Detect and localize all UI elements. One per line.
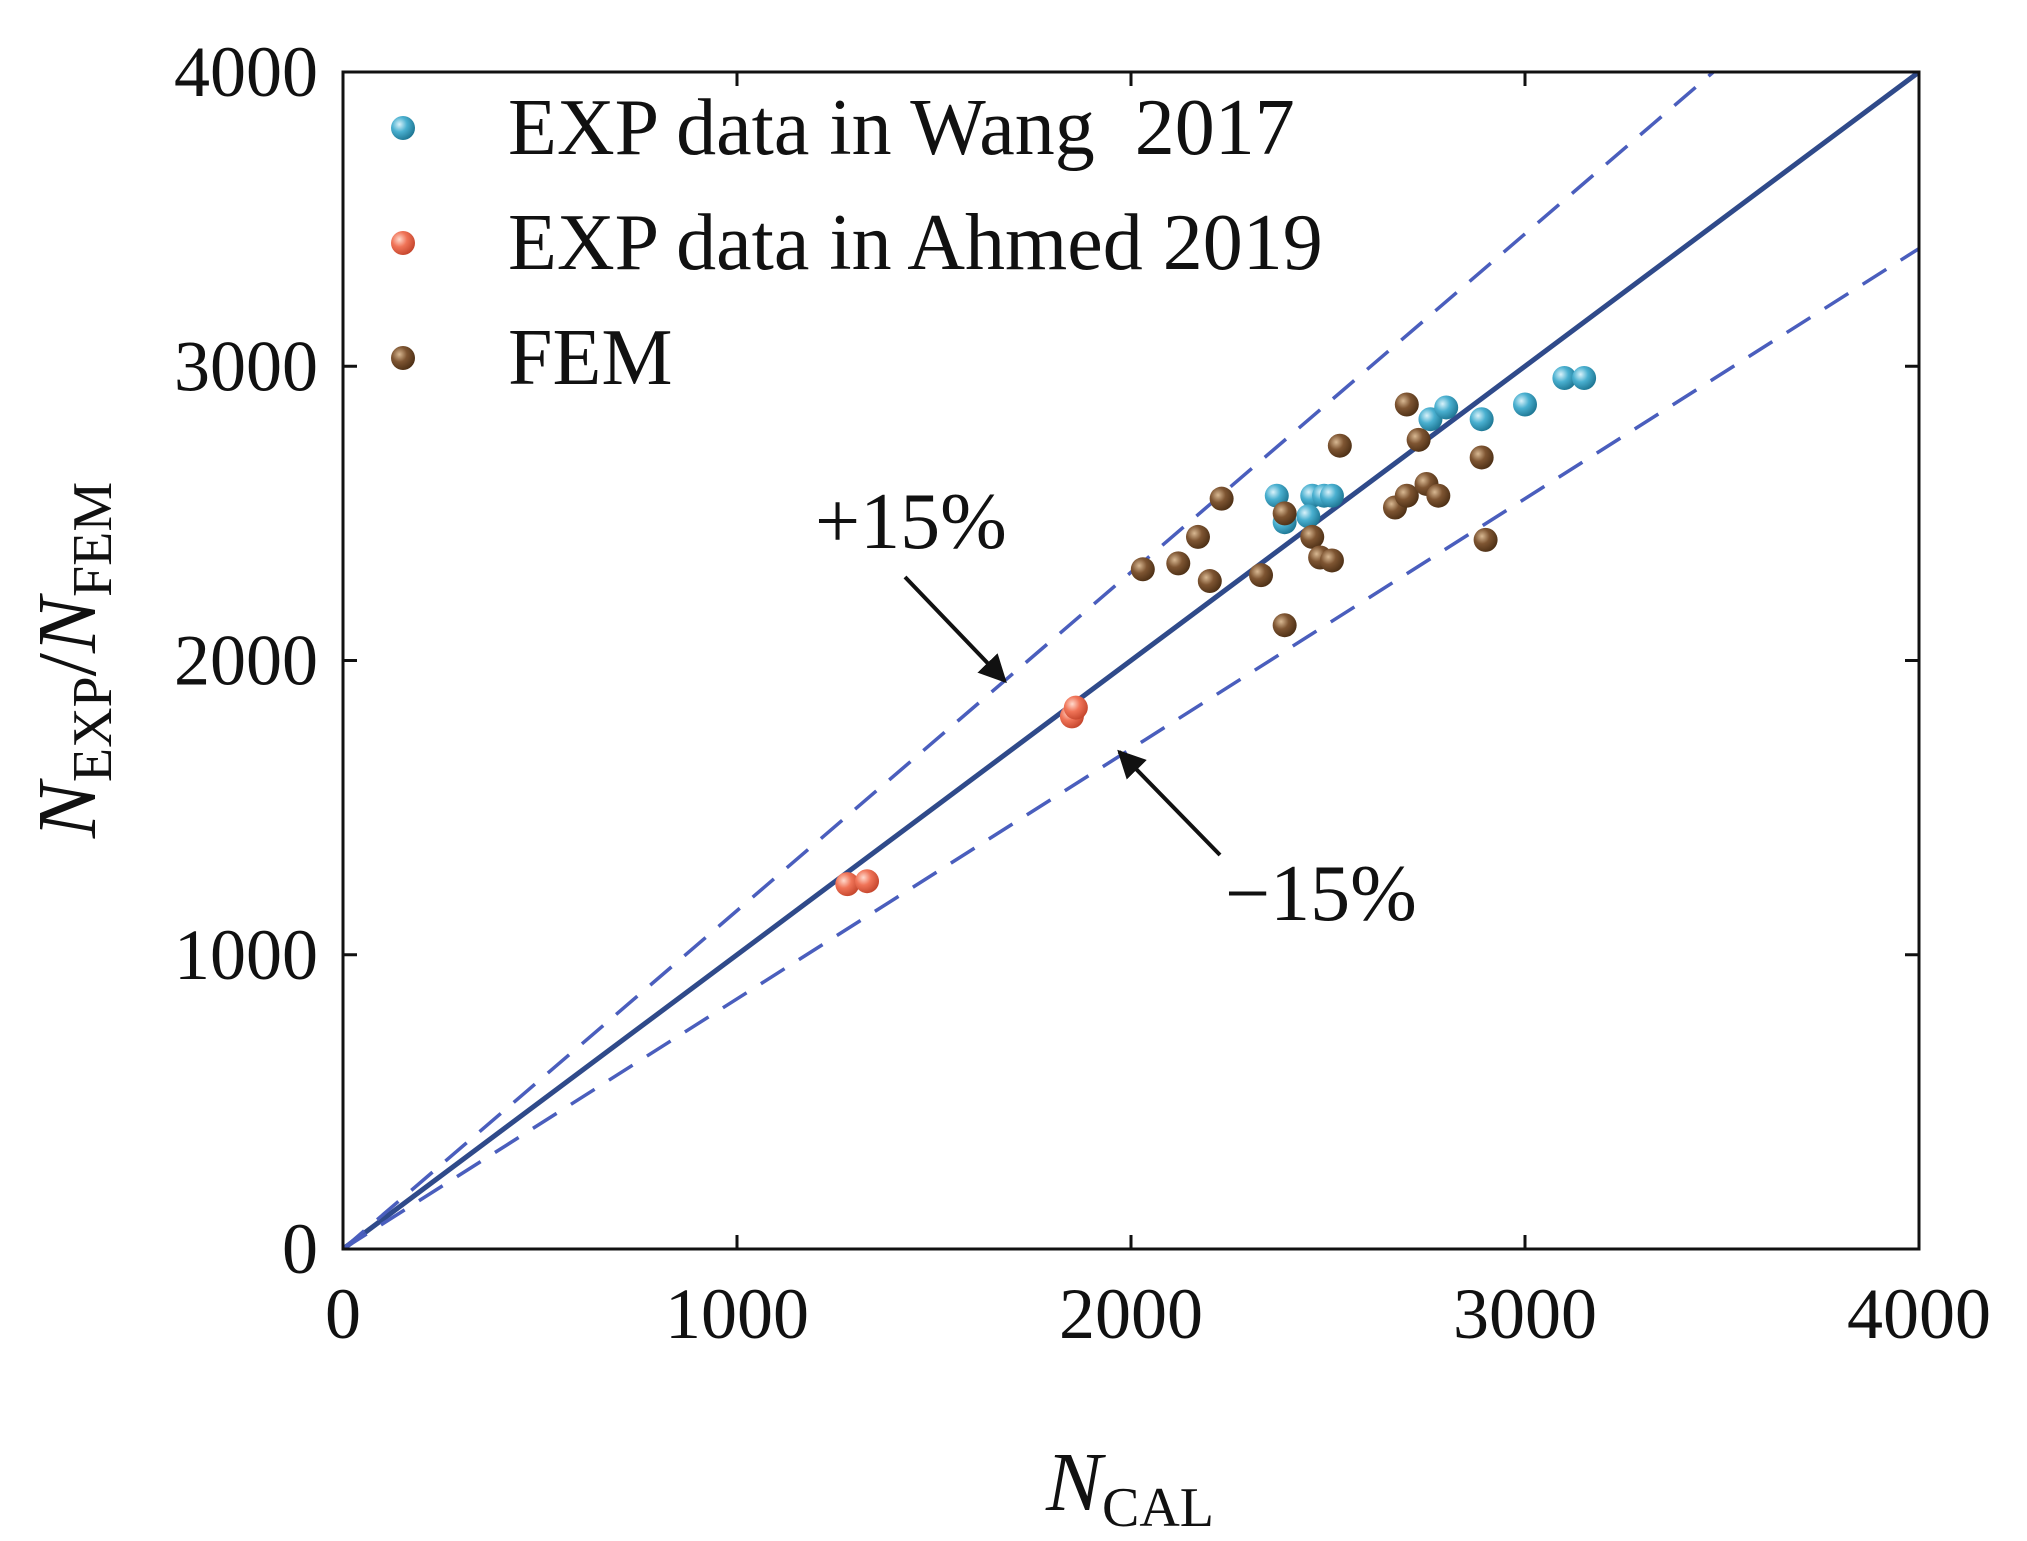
point-ahmed-2019 [835, 872, 860, 897]
legend: EXP data in Wang 2017 EXP data in Ahmed … [391, 84, 1323, 402]
y-tick-label: 4000 [174, 32, 318, 112]
legend-marker-wang [391, 116, 415, 140]
point-fem [1394, 483, 1419, 508]
x-tick-label: 4000 [1847, 1274, 1991, 1354]
point-fem [1272, 613, 1297, 638]
reference-line-plus-15 [343, 72, 1717, 1249]
y-tick-label: 3000 [174, 326, 318, 406]
x-tick-label: 2000 [1059, 1274, 1203, 1354]
annotation-plus-15: +15% [815, 478, 1007, 566]
x-tick-label: 1000 [665, 1274, 809, 1354]
point-fem [1426, 483, 1451, 508]
point-fem [1209, 486, 1234, 511]
reference-line-minus-15 [343, 247, 1919, 1249]
legend-label-wang: EXP data in Wang 2017 [508, 84, 1295, 172]
point-fem [1394, 392, 1419, 417]
point-fem [1249, 563, 1274, 588]
annotation-plus-15-arrow [903, 575, 1007, 684]
annotation-minus-15: −15% [1225, 850, 1417, 938]
point-wang-2017 [1469, 407, 1494, 432]
point-fem [1300, 524, 1325, 549]
annotations: +15% −15% [815, 478, 1417, 938]
point-wang-2017 [1319, 483, 1344, 508]
point-fem [1185, 524, 1210, 549]
point-fem [1272, 501, 1297, 526]
y-axis-title-sub2: FEM [62, 482, 124, 597]
legend-label-fem: FEM [508, 314, 673, 402]
x-tick-labels: 0 1000 2000 3000 4000 [325, 1274, 1991, 1354]
point-fem [1406, 427, 1431, 452]
y-tick-label: 1000 [174, 915, 318, 995]
y-tick-label: 0 [282, 1209, 318, 1289]
annotation-minus-15-arrow [1117, 749, 1222, 857]
y-axis-title-base1: N [21, 778, 114, 839]
y-tick-labels: 0 1000 2000 3000 4000 [174, 32, 318, 1289]
point-fem [1327, 433, 1352, 458]
reference-line-one-to-one [343, 72, 1919, 1249]
y-axis-title: NEXP/NFEM [21, 482, 124, 839]
point-fem [1473, 527, 1498, 552]
legend-label-ahmed: EXP data in Ahmed 2019 [508, 199, 1323, 287]
legend-marker-ahmed [391, 231, 415, 255]
point-wang-2017 [1434, 395, 1459, 420]
y-tick-label: 2000 [174, 621, 318, 701]
point-wang-2017 [1572, 366, 1597, 391]
point-wang-2017 [1513, 392, 1537, 417]
point-fem [1197, 569, 1222, 594]
y-axis-title-sub1: EXP [62, 676, 124, 782]
point-ahmed-2019 [855, 869, 880, 894]
axis-ticks [341, 70, 1921, 1251]
point-fem [1319, 548, 1344, 573]
x-axis-title: NCAL [1045, 1436, 1214, 1539]
x-axis-title-base: N [1045, 1436, 1106, 1529]
y-axis-title-sep: / [21, 652, 114, 676]
legend-marker-fem [391, 346, 415, 370]
reference-lines [343, 72, 1919, 1249]
point-ahmed-2019 [1063, 695, 1088, 720]
x-axis-title-sub: CAL [1102, 1477, 1214, 1539]
point-fem [1130, 557, 1155, 582]
point-wang-2017 [1296, 504, 1321, 529]
data-points [835, 366, 1597, 897]
x-tick-label: 0 [325, 1274, 361, 1354]
y-axis-title-base2: N [21, 593, 114, 654]
point-wang-2017 [1552, 366, 1577, 391]
point-fem [1166, 551, 1191, 576]
x-tick-label: 3000 [1453, 1274, 1597, 1354]
point-fem [1469, 445, 1494, 470]
